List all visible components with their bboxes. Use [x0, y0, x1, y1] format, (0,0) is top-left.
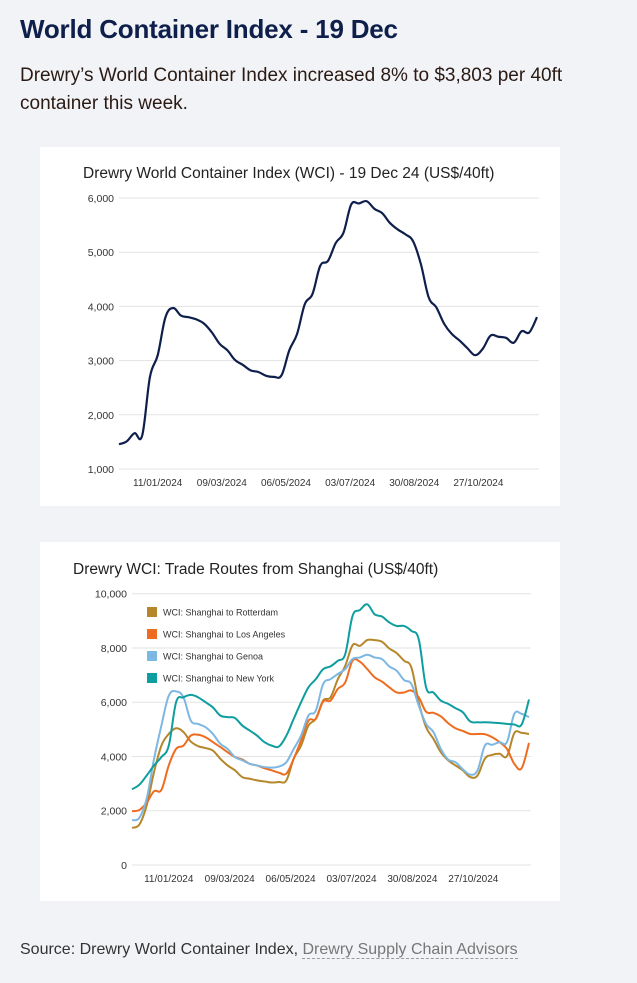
y-tick-label: 8,000 — [101, 643, 127, 655]
series-line-wci — [118, 199, 538, 446]
y-tick-label: 4,000 — [101, 751, 127, 763]
y-tick-label: 6,000 — [88, 193, 114, 205]
x-tick-label: 11/01/2024 — [144, 874, 194, 885]
legend-swatch — [147, 673, 157, 683]
wci-chart-card: Drewry World Container Index (WCI) - 19 … — [40, 147, 560, 506]
x-tick-label: 09/03/2024 — [205, 874, 255, 885]
x-tick-label: 03/07/2024 — [326, 874, 376, 885]
summary-text: Drewry’s World Container Index increased… — [20, 65, 563, 114]
legend-swatch — [147, 651, 157, 661]
source-text: Source: Drewry World Container Index, — [20, 941, 303, 958]
y-tick-label: 5,000 — [88, 247, 114, 259]
legend-label: WCI: Shanghai to New York — [163, 674, 275, 684]
x-tick-label: 30/08/2024 — [389, 478, 439, 489]
x-tick-label: 03/07/2024 — [325, 478, 375, 489]
y-tick-label: 1,000 — [88, 464, 114, 476]
y-tick-label: 3,000 — [88, 356, 114, 368]
chart-title: Drewry WCI: Trade Routes from Shanghai (… — [73, 561, 438, 578]
legend-swatch — [147, 607, 157, 617]
y-tick-label: 10,000 — [95, 589, 127, 601]
source-footer: Source: Drewry World Container Index, Dr… — [20, 941, 518, 959]
x-tick-label: 27/10/2024 — [453, 478, 503, 489]
advisors-link[interactable]: Drewry Supply Chain Advisors — [302, 941, 518, 959]
chart-title: Drewry World Container Index (WCI) - 19 … — [83, 165, 494, 182]
x-tick-label: 30/08/2024 — [387, 874, 437, 885]
series-line-wci-shanghai-to-new-york — [131, 603, 530, 791]
x-tick-label: 06/05/2024 — [261, 478, 311, 489]
x-tick-label: 11/01/2024 — [133, 478, 183, 489]
routes-chart-card: Drewry WCI: Trade Routes from Shanghai (… — [40, 542, 560, 901]
legend-label: WCI: Shanghai to Rotterdam — [163, 608, 278, 618]
series-line-wci-shanghai-to-los-angeles — [131, 658, 530, 813]
wci-line-chart: Drewry World Container Index (WCI) - 19 … — [83, 165, 539, 489]
page-title: World Container Index - 19 Dec — [20, 14, 398, 44]
series-line-wci-shanghai-to-genoa — [131, 653, 530, 822]
legend-label: WCI: Shanghai to Genoa — [163, 652, 263, 662]
x-tick-label: 09/03/2024 — [197, 478, 247, 489]
routes-line-chart: Drewry WCI: Trade Routes from Shanghai (… — [73, 561, 531, 885]
x-tick-label: 06/05/2024 — [266, 874, 316, 885]
legend-label: WCI: Shanghai to Los Angeles — [163, 630, 286, 640]
x-tick-label: 27/10/2024 — [448, 874, 498, 885]
y-tick-label: 4,000 — [88, 301, 114, 313]
legend-swatch — [147, 629, 157, 639]
y-tick-label: 2,000 — [88, 410, 114, 422]
y-tick-label: 0 — [121, 860, 127, 872]
y-tick-label: 2,000 — [101, 806, 127, 818]
y-tick-label: 6,000 — [101, 697, 127, 709]
